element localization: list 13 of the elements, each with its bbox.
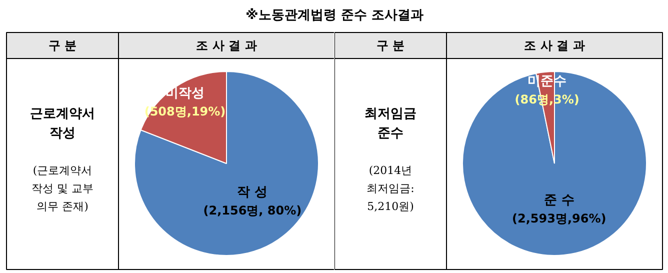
text: (근로계약서 작성 및 교부 의무 존재)	[32, 164, 94, 214]
text: 조 사 결 과	[524, 38, 585, 52]
text: (2014년 최저임금: 5,210원)	[366, 164, 414, 214]
text: 구 분	[48, 38, 77, 52]
text: 근로계약서 작성	[30, 106, 95, 141]
data-label: (2,593명,96%)	[512, 211, 606, 226]
text: 구 분	[376, 38, 405, 52]
text: 조 사 결 과	[196, 38, 257, 52]
slice-label: 작 성	[237, 184, 268, 200]
slice-label: 준 수	[544, 192, 574, 208]
text: 최저임금 준수	[364, 106, 416, 141]
data-label: (2,156명, 80%)	[203, 203, 302, 218]
chart-title: ※노동관계법령 준수 조사결과	[246, 8, 424, 23]
